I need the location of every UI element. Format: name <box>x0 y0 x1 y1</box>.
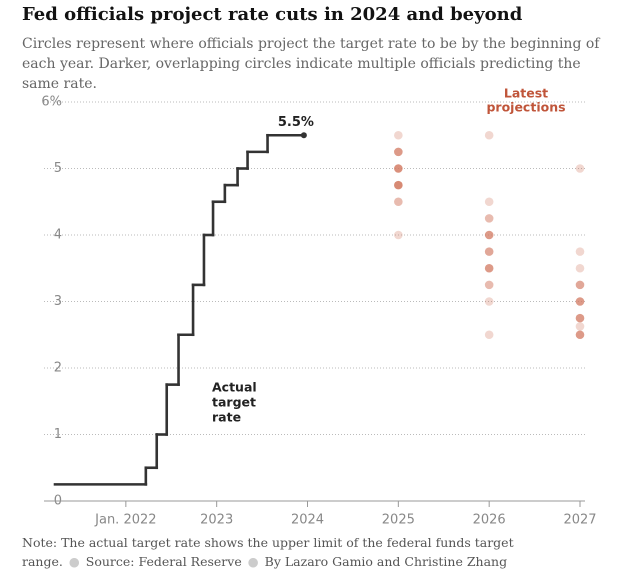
x-tick-label: Jan. 2022 <box>94 513 156 528</box>
projection-dot <box>575 164 585 173</box>
projection-dot <box>575 297 585 306</box>
y-tick-label: 2 <box>54 361 62 376</box>
projection-dot <box>394 130 403 140</box>
projection-dot <box>575 330 585 340</box>
byline: By Lazaro Gamio and Christine Zhang <box>264 554 508 569</box>
projection-dot <box>575 313 585 323</box>
chart-title: Fed officials project rate cuts in 2024 … <box>22 4 523 25</box>
y-tick-label: 5 <box>54 161 62 176</box>
end-point <box>300 132 307 139</box>
y-tick-label: 4 <box>54 228 62 243</box>
projection-dot <box>575 322 585 331</box>
projection-dot <box>484 330 494 340</box>
projection-dot <box>394 180 403 190</box>
chart-subtitle: Circles represent where officials projec… <box>22 36 600 92</box>
separator: ● <box>247 554 259 569</box>
projection-dot <box>394 147 403 157</box>
x-tick-label: 2024 <box>291 513 324 528</box>
projection-dot <box>394 197 403 207</box>
x-tick-label: 2026 <box>473 513 506 528</box>
projection-dot <box>484 230 494 240</box>
projection-dot <box>575 280 585 290</box>
annotation: Actual <box>212 380 257 395</box>
projection-dot <box>484 130 494 140</box>
projection-dot <box>394 230 403 240</box>
projection-dot <box>575 247 585 256</box>
projections-label: Latest <box>504 86 548 101</box>
y-tick-label: 1 <box>54 427 62 442</box>
annotation: target <box>212 395 256 410</box>
chart-note: Note: The actual target rate shows the u… <box>22 533 602 571</box>
projection-dot <box>484 247 494 256</box>
projection-dot <box>484 197 494 207</box>
x-tick-label: 2023 <box>200 513 233 528</box>
annotation: rate <box>212 410 241 425</box>
y-tick-label: 3 <box>54 294 62 309</box>
projections-label: projections <box>486 100 565 115</box>
projection-dot <box>484 297 494 306</box>
source: Source: Federal Reserve <box>85 554 242 569</box>
separator: ● <box>68 554 80 569</box>
projection-dot <box>484 214 494 223</box>
value-label: 5.5% <box>278 115 314 130</box>
projection-dot <box>575 263 585 273</box>
projection-dot <box>484 280 494 290</box>
y-tick-label: 6% <box>41 95 62 110</box>
projection-dot <box>394 164 403 173</box>
projection-dot <box>484 263 494 273</box>
x-tick-label: 2025 <box>382 513 415 528</box>
note: Note: The actual target rate shows the u… <box>22 535 514 569</box>
x-tick-label: 2027 <box>563 513 596 528</box>
